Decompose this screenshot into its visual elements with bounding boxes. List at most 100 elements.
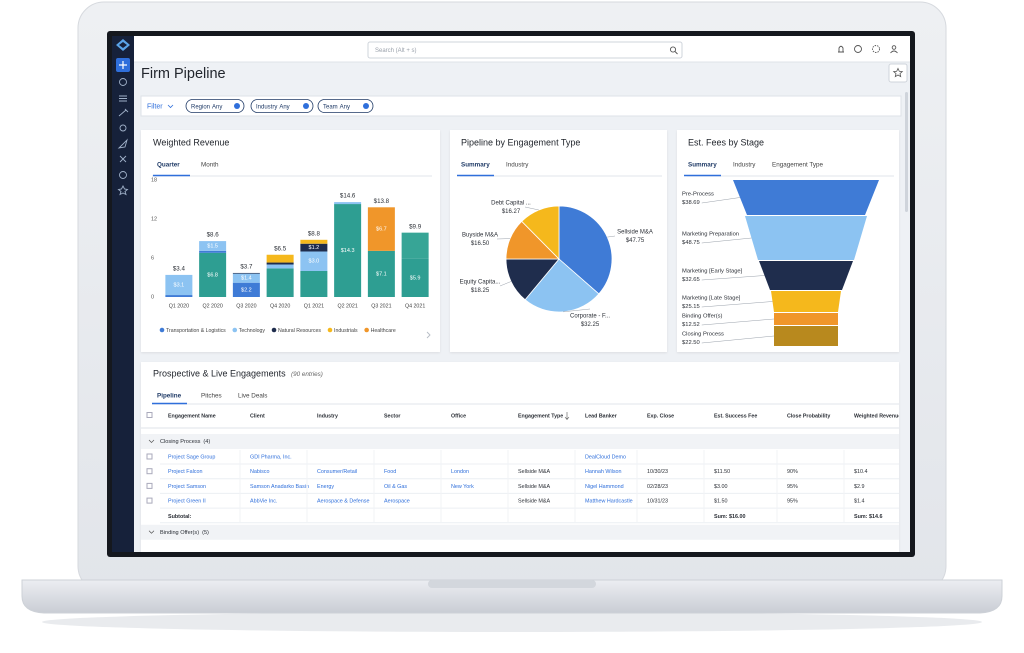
row-checkbox[interactable] <box>146 497 153 504</box>
table-cell[interactable]: Samson Anadarko Basin <box>250 484 309 490</box>
header-checkbox[interactable] <box>146 412 153 418</box>
nav-dashboard[interactable] <box>119 78 127 86</box>
tab[interactable]: Live Deals <box>238 393 267 400</box>
tab[interactable]: Month <box>201 162 219 169</box>
table-cell[interactable]: Hannah Wilson <box>585 469 622 475</box>
column-header[interactable]: Exp. Close <box>647 413 674 419</box>
column-header[interactable]: Lead Banker <box>585 413 617 419</box>
column-header[interactable]: Industry <box>317 413 338 419</box>
y-tick-label: 12 <box>151 216 157 222</box>
column-header[interactable]: Sector <box>384 413 401 419</box>
tab[interactable]: Industry <box>506 162 529 169</box>
logo <box>116 39 130 51</box>
table-cell[interactable]: Project Green II <box>168 499 206 505</box>
funnel-stage <box>774 313 838 325</box>
legend-label[interactable]: Transportation & Logistics <box>166 328 226 334</box>
stage-value: $48.75 <box>682 240 700 246</box>
slice-label: Corporate - F... <box>570 314 610 320</box>
filter-label[interactable]: Filter <box>147 103 163 110</box>
total-label: $13.8 <box>374 198 390 205</box>
leader-line <box>701 197 741 204</box>
table-cell[interactable]: London <box>451 469 469 475</box>
table-cell[interactable]: Energy <box>317 484 334 490</box>
settings[interactable] <box>872 45 880 53</box>
table-cell[interactable]: Project Sage Group <box>168 454 215 460</box>
total-label: $6.5 <box>274 245 287 252</box>
table-cell[interactable]: Aerospace <box>384 499 410 505</box>
help[interactable] <box>854 45 862 53</box>
column-header[interactable]: Engagement Name <box>168 413 216 419</box>
legend-swatch <box>364 327 369 333</box>
column-header[interactable]: Office <box>451 413 466 419</box>
bar-segment <box>334 204 362 297</box>
tab[interactable]: Engagement Type <box>772 162 823 169</box>
y-tick-label: 6 <box>151 255 154 261</box>
notifications[interactable] <box>838 45 844 53</box>
table-cell[interactable]: Nigel Hammond <box>585 484 624 490</box>
bar-segment <box>232 273 260 283</box>
column-header[interactable]: Client <box>250 413 265 419</box>
legend-label[interactable]: Industrials <box>334 328 358 334</box>
favorite-button[interactable] <box>888 63 908 83</box>
column-header[interactable]: Est. Success Fee <box>714 413 757 419</box>
table-cell[interactable]: Matthew Hardcastle <box>585 499 633 505</box>
filter-value: Any <box>279 104 289 110</box>
filter-pill[interactable] <box>317 99 374 113</box>
slice-value: $16.27 <box>502 209 521 215</box>
legend-label[interactable]: Technology <box>239 328 266 334</box>
table-cell[interactable]: Food <box>384 469 396 475</box>
nav-tools[interactable] <box>118 108 129 117</box>
table-cell[interactable]: AbbVie Inc. <box>250 499 277 505</box>
slice-value: $32.25 <box>581 322 600 328</box>
x-tick-label: Q1 2021 <box>304 303 324 309</box>
row-checkbox[interactable] <box>146 453 153 460</box>
filter-toggle <box>303 103 309 109</box>
tab[interactable]: Quarter <box>157 162 180 169</box>
profile[interactable] <box>891 45 897 50</box>
table-cell[interactable]: Oil & Gas <box>384 484 407 490</box>
filter-pill[interactable] <box>185 99 245 113</box>
tab[interactable]: Pitches <box>201 393 222 400</box>
legend-label[interactable]: Healthcare <box>371 328 396 334</box>
filter-pill[interactable] <box>250 99 314 113</box>
subtotal-label: Subtotal: <box>168 514 192 520</box>
tab[interactable]: Pipeline <box>157 393 182 400</box>
table-cell[interactable]: Consumer/Retail <box>317 469 357 475</box>
nav-history[interactable] <box>119 171 127 179</box>
segment-label: $3.0 <box>309 259 320 265</box>
table-cell[interactable]: New York <box>451 484 474 490</box>
table-cell[interactable]: Project Falcon <box>168 469 202 475</box>
nav-send[interactable] <box>117 138 128 149</box>
column-header[interactable]: Engagement Type <box>518 413 563 419</box>
search-placeholder: Search (Alt + s) <box>375 48 417 54</box>
row-checkbox[interactable] <box>146 468 153 475</box>
nav-deals[interactable] <box>119 155 127 163</box>
legend-label[interactable]: Natural Resources <box>278 328 321 334</box>
table-cell[interactable]: DealCloud Demo <box>585 454 626 460</box>
group-chevron[interactable] <box>148 530 155 534</box>
nav-list[interactable] <box>119 95 127 102</box>
tab[interactable]: Industry <box>733 162 756 169</box>
leader-line <box>607 235 616 238</box>
tab[interactable]: Summary <box>461 162 490 169</box>
search-icon <box>669 46 677 53</box>
total-label: $3.4 <box>173 266 186 273</box>
search-box[interactable] <box>367 41 683 59</box>
table-cell[interactable]: Aerospace & Defense <box>317 499 369 505</box>
group-chevron[interactable] <box>148 439 155 443</box>
row-checkbox[interactable] <box>146 482 153 489</box>
column-header[interactable]: Weighted Revenue <box>854 413 901 419</box>
table-cell[interactable]: Project Samson <box>168 484 206 490</box>
x-tick-label: Q3 2021 <box>371 303 391 309</box>
tab[interactable]: Summary <box>688 162 717 169</box>
legend-next[interactable] <box>426 331 431 339</box>
segment-label: $1.4 <box>241 276 252 282</box>
nav-settings[interactable] <box>119 124 127 132</box>
bar-segment <box>266 268 294 297</box>
subtotal-revenue: Sum: $14.6 <box>854 514 882 520</box>
column-header[interactable]: Close Probability <box>787 413 830 419</box>
table-cell[interactable]: GDI Pharma, Inc. <box>250 454 292 460</box>
table-cell[interactable]: Nabisco <box>250 469 269 475</box>
nav-favorites[interactable] <box>117 184 129 196</box>
